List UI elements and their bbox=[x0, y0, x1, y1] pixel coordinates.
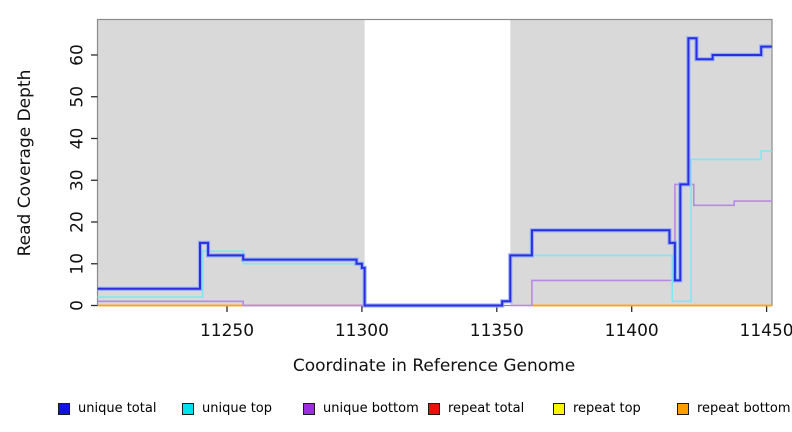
legend-label: repeat total bbox=[448, 401, 525, 416]
legend-item-repeat-top: repeat top bbox=[553, 401, 641, 416]
y-tick-label: 10 bbox=[67, 253, 87, 275]
series-unique-total bbox=[97, 37, 772, 307]
legend-item-repeat-total: repeat total bbox=[428, 401, 524, 416]
repeat-bottom-swatch-icon bbox=[677, 402, 689, 415]
unique-total-swatch-icon bbox=[58, 402, 70, 415]
x-tick-label: 11400 bbox=[605, 321, 659, 341]
y-tick-label: 30 bbox=[67, 169, 87, 191]
no-data-band bbox=[364, 19, 511, 306]
y-tick-label: 20 bbox=[67, 211, 87, 233]
repeat-total-swatch-icon bbox=[428, 402, 440, 415]
coverage-chart: 11250 11300 11350 11400 11450 0 10 20 30 40 50 60 C… bbox=[15, 18, 792, 376]
y-tick-label: 0 bbox=[67, 300, 87, 311]
legend-label: unique total bbox=[78, 401, 157, 416]
unique-top-swatch-icon bbox=[182, 402, 194, 415]
x-tick-label: 11300 bbox=[335, 321, 389, 341]
y-tick-label: 60 bbox=[67, 44, 87, 66]
legend-label: repeat bottom bbox=[697, 401, 791, 416]
series-unique-top bbox=[510, 150, 772, 303]
series-unique-bottom bbox=[97, 300, 365, 307]
x-axis-label: Coordinate in Reference Genome bbox=[293, 356, 575, 376]
axis-ticks-layer: 11250 11300 11350 11400 11450 0 10 20 30 40 50 60 bbox=[67, 44, 792, 341]
x-tick-label: 11450 bbox=[740, 321, 792, 341]
legend-label: unique top bbox=[202, 401, 273, 416]
y-axis-label: Read Coverage Depth bbox=[15, 70, 35, 257]
legend-item-unique-top: unique top bbox=[182, 401, 272, 416]
legend-item-repeat-bottom: repeat bottom bbox=[677, 401, 791, 416]
repeat-top-swatch-icon bbox=[553, 402, 565, 415]
series-unique-top bbox=[97, 250, 365, 298]
legend-label: repeat top bbox=[573, 401, 641, 416]
unique-bottom-swatch-icon bbox=[303, 402, 315, 415]
series-layer bbox=[97, 36, 772, 308]
y-tick-label: 50 bbox=[67, 86, 87, 108]
x-tick-label: 11250 bbox=[200, 321, 254, 341]
plot-area-layer bbox=[96, 18, 773, 307]
legend-label: unique bottom bbox=[323, 401, 419, 416]
legend-item-unique-bottom: unique bottom bbox=[303, 401, 419, 416]
y-tick-label: 40 bbox=[67, 128, 87, 150]
legend-item-unique-total: unique total bbox=[58, 401, 156, 416]
legend: unique total unique top unique bottom re… bbox=[0, 398, 792, 422]
x-tick-label: 11350 bbox=[470, 321, 524, 341]
